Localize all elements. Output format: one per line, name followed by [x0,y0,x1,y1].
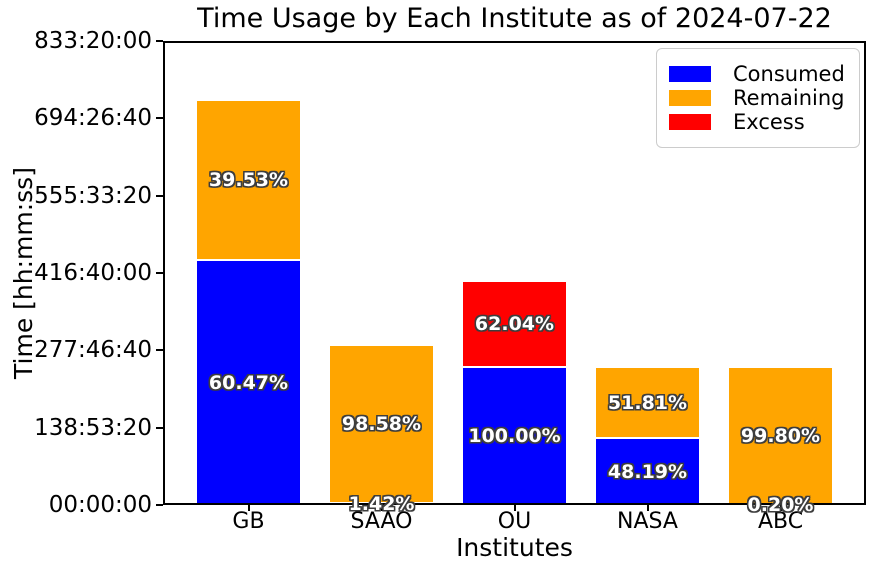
x-tick-mark [646,505,649,511]
x-tick-mark [380,505,383,511]
y-tick-mark [156,40,163,42]
x-tick-label-ou: OU [497,509,532,534]
bar-segment-abc-remaining [728,366,833,505]
bar-label-nasa-remaining: 51.81% [607,391,688,414]
y-tick-label: 138:53:20 [34,414,152,441]
y-tick-label: 694:26:40 [34,105,152,132]
bar-label-abc-remaining: 99.80% [740,424,821,447]
x-tick-mark [247,505,250,511]
bar-segment-nasa-consumed [595,438,700,505]
bar-label-ou-consumed: 100.00% [468,424,561,447]
y-tick-mark [156,117,163,120]
x-tick-mark [513,505,516,511]
legend-item-consumed: Consumed [669,62,845,86]
bar-segment-gb-remaining [196,99,301,261]
bar-label-gb-consumed: 60.47% [208,371,289,394]
legend-swatch-remaining [669,90,711,106]
x-tick-label-abc: ABC [757,509,804,534]
y-tick-label: 833:20:00 [34,28,152,54]
legend-swatch-consumed [669,66,711,82]
bar-label-ou-excess: 62.04% [474,313,555,336]
bar-segment-ou-excess [462,281,567,367]
y-tick-label: 277:46:40 [34,337,152,364]
y-tick-mark [156,504,163,506]
bar-label-saao-remaining: 98.58% [341,412,422,435]
legend: Consumed Remaining Excess [656,48,860,148]
y-tick-mark [156,426,163,429]
bar-segment-saao-remaining [329,344,434,503]
legend-label-remaining: Remaining [733,86,845,110]
x-axis-label: Institutes [456,533,573,562]
x-tick-label-saao: SAAO [350,509,413,534]
y-tick-label: 555:33:20 [34,182,152,209]
bar-segment-ou-consumed [462,366,567,505]
y-tick-mark [156,349,163,352]
legend-label-consumed: Consumed [733,62,845,86]
legend-label-excess: Excess [733,110,805,134]
x-tick-label-gb: GB [232,509,265,534]
y-tick-label: 416:40:00 [34,260,152,286]
y-tick-mark [156,194,163,197]
x-tick-label-nasa: NASA [617,509,678,534]
legend-item-remaining: Remaining [669,86,845,110]
y-tick-label: 00:00:00 [48,492,152,518]
bar-segment-gb-consumed [196,260,301,505]
y-tick-mark [156,272,163,274]
bar-label-abc-consumed: 0.20% [747,493,814,516]
bar-segment-nasa-remaining [595,366,700,439]
bar-label-saao-consumed: 1.42% [348,492,415,515]
legend-swatch-excess [669,114,711,130]
chart-title: Time Usage by Each Institute as of 2024-… [197,3,832,34]
bar-label-nasa-consumed: 48.19% [607,460,688,483]
legend-item-excess: Excess [669,110,845,134]
x-tick-mark [779,505,782,511]
bar-label-gb-remaining: 39.53% [208,169,289,191]
